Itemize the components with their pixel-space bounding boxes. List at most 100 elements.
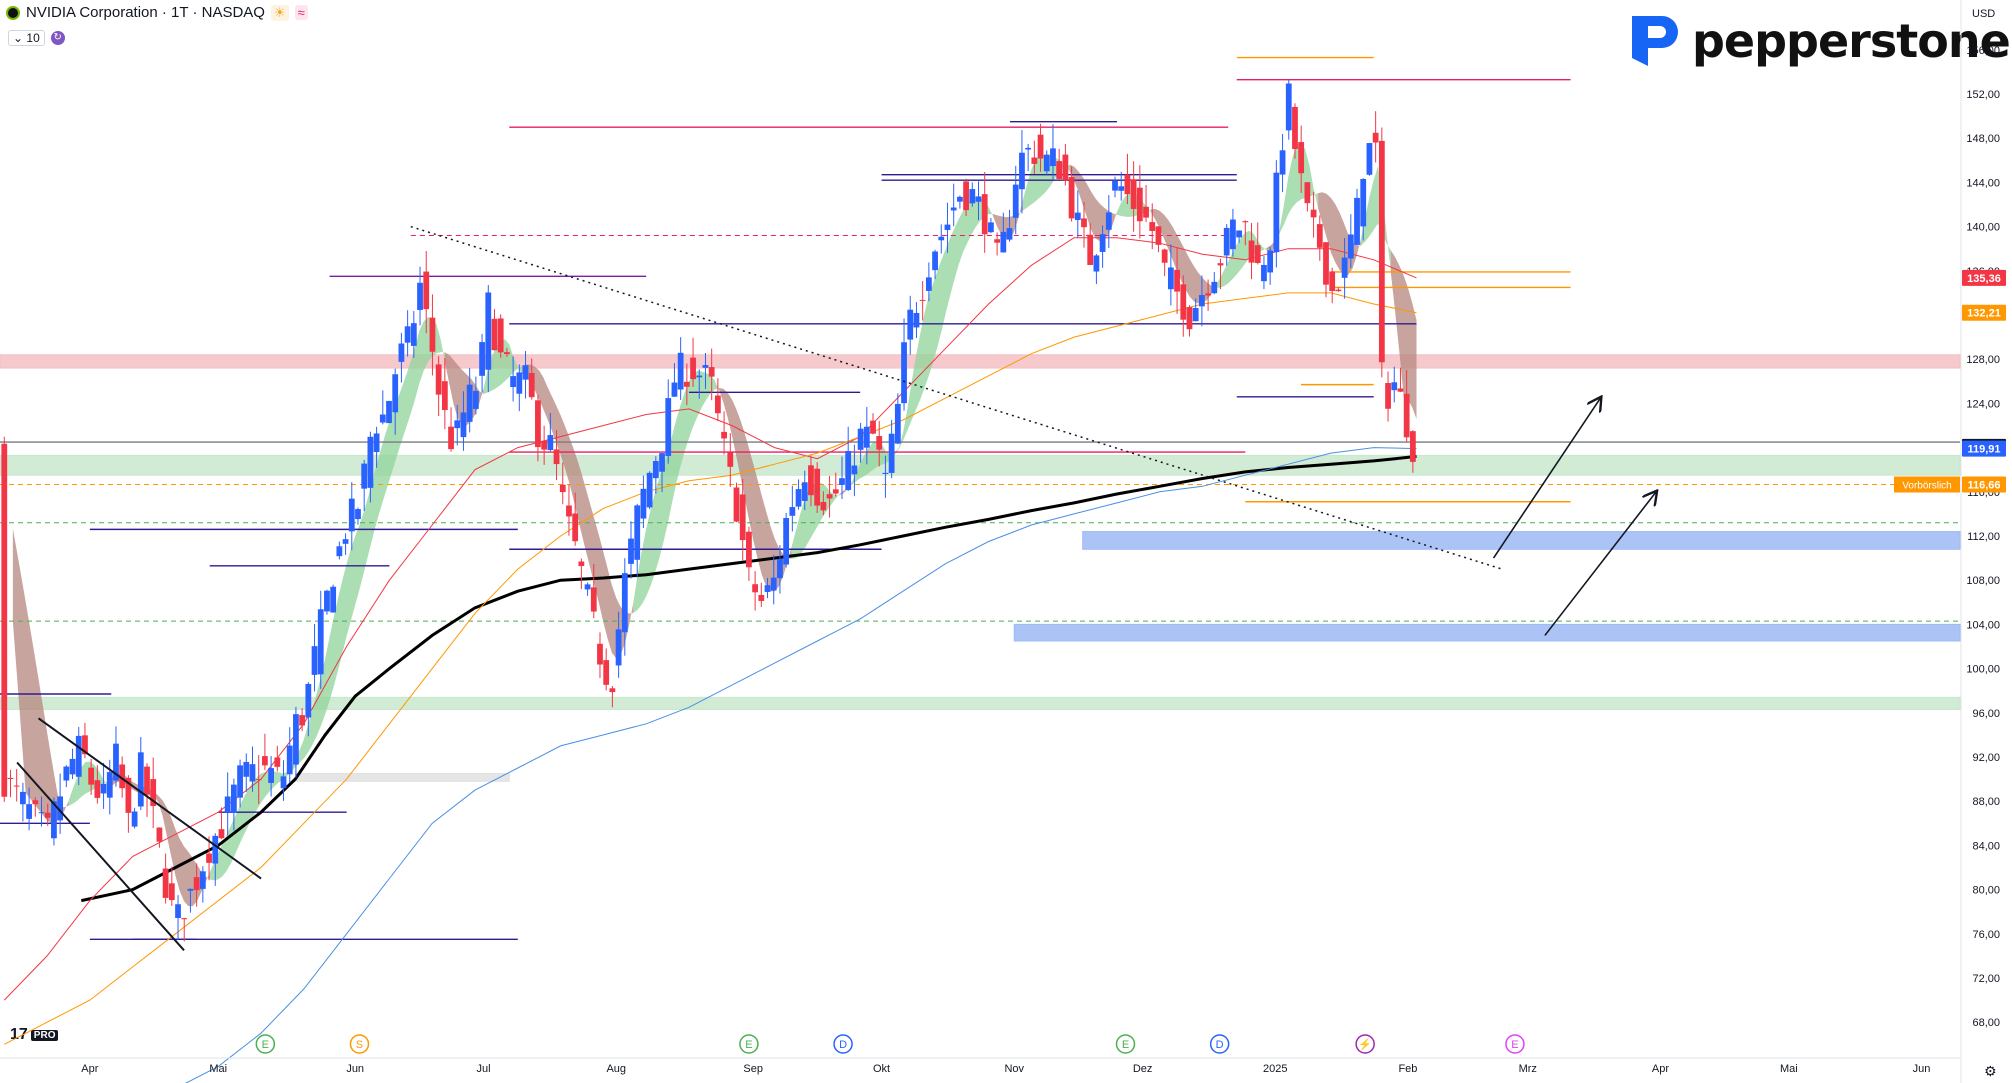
premarket-label-bg — [1894, 476, 1960, 493]
settings-gear-icon[interactable]: ⚙ — [1984, 1063, 1997, 1079]
candle-body — [553, 449, 560, 465]
candle-body — [634, 505, 641, 560]
candle-body — [497, 318, 504, 353]
candle-body — [975, 196, 982, 202]
candle-body — [336, 546, 343, 557]
candle-body — [324, 590, 330, 612]
candle-body — [1217, 263, 1224, 266]
time-tick-label: Jun — [1913, 1063, 1931, 1075]
candle-body — [1310, 209, 1317, 218]
candle-body — [38, 812, 45, 814]
candle-body — [485, 292, 492, 370]
candle-body — [1031, 157, 1038, 164]
price-tick-label: 68,00 — [1972, 1017, 2000, 1029]
candle-body — [1180, 284, 1187, 320]
ribbon-cloud-bullish — [209, 317, 446, 881]
candle-body — [758, 594, 765, 601]
price-tick-label: 152,00 — [1966, 89, 2000, 101]
indicator-bar: ⌄ 10 ↻ — [8, 30, 65, 46]
price-label-bg — [1962, 476, 2006, 493]
event-marker-letter: E — [1122, 1039, 1129, 1051]
candle-body — [907, 309, 914, 340]
candle-body — [988, 222, 994, 233]
event-marker-icon — [1505, 1034, 1525, 1054]
candle-body — [131, 811, 138, 827]
ribbon-cloud-bullish — [851, 196, 993, 485]
candle-body — [230, 784, 237, 813]
candle-body — [1304, 182, 1311, 204]
interval-value: 10 — [26, 31, 40, 45]
price-label-bg — [1962, 304, 2006, 321]
candle-body — [559, 484, 566, 493]
price-tick-label: 96,00 — [1972, 708, 2000, 720]
candle-body — [981, 194, 988, 235]
candle-body — [845, 450, 852, 490]
time-tick-label: Jul — [477, 1063, 491, 1075]
candle-body — [1093, 255, 1100, 272]
candle-body — [994, 239, 1001, 243]
candle-body — [1143, 206, 1149, 218]
candle-body — [274, 757, 281, 767]
candle-body — [857, 428, 864, 450]
candle-body — [808, 465, 814, 496]
candle-body — [1385, 383, 1391, 409]
candle-body — [1230, 219, 1236, 250]
candle-body — [63, 766, 70, 781]
time-tick-label: 2025 — [1263, 1063, 1287, 1075]
refresh-icon[interactable]: ↻ — [50, 31, 65, 45]
candle-body — [218, 829, 225, 839]
candle-body — [851, 465, 858, 475]
candle-body — [708, 367, 715, 377]
chart-header: NVIDIA Corporation · 1T · NASDAQ ☀ ≈ — [6, 4, 308, 21]
event-marker-icon — [1209, 1034, 1230, 1054]
candle-body — [541, 440, 548, 450]
wave-icon[interactable]: ≈ — [294, 5, 308, 20]
candle-body — [1161, 249, 1168, 263]
ribbon-cloud-bearish — [1390, 250, 1417, 420]
candle-body — [187, 888, 194, 891]
candle-body — [547, 435, 554, 451]
event-marker-icon — [1115, 1034, 1136, 1054]
ribbon-cloud-bullish — [633, 370, 719, 613]
candle-body — [137, 752, 144, 807]
event-marker-letter: E — [745, 1039, 752, 1051]
price-tick-label: 144,00 — [1966, 177, 2000, 189]
candle-body — [1279, 150, 1286, 175]
candle-body — [609, 688, 616, 693]
candle-body — [925, 277, 932, 291]
event-marker-letter: E — [262, 1039, 269, 1051]
price-label-bg — [1962, 269, 2006, 286]
candle-body — [535, 400, 541, 448]
candle-body — [746, 531, 752, 568]
candle-body — [199, 871, 206, 889]
candle-body — [1124, 174, 1131, 195]
candle-body — [237, 765, 243, 798]
candle-body — [963, 181, 969, 211]
candle-body — [398, 343, 405, 362]
candle-body — [1236, 230, 1243, 238]
candle-body — [839, 478, 845, 485]
candle-body — [1, 443, 8, 797]
candle-body — [448, 426, 454, 450]
event-marker-icon — [739, 1034, 759, 1054]
sun-icon[interactable]: ☀ — [270, 4, 289, 21]
candle-body — [1050, 148, 1056, 167]
candle-body — [1205, 293, 1211, 296]
ribbon-cloud-bearish — [992, 200, 1023, 240]
candle-body — [106, 772, 113, 798]
price-label-bg — [1962, 440, 2006, 457]
candle-body — [51, 801, 57, 839]
candle-body — [863, 426, 870, 448]
time-tick-label: Dez — [1133, 1063, 1153, 1075]
price-tick-label: 72,00 — [1972, 973, 2000, 985]
interval-dropdown[interactable]: ⌄ 10 — [8, 30, 45, 46]
candle-body — [603, 660, 610, 685]
symbol-title[interactable]: NVIDIA Corporation · 1T · NASDAQ — [26, 4, 265, 21]
price-tick-label: 92,00 — [1972, 752, 2000, 764]
currency-label[interactable]: USD — [1972, 8, 1996, 20]
candle-body — [466, 384, 473, 422]
candle-body — [212, 835, 219, 864]
time-tick-label: Mai — [1780, 1063, 1798, 1075]
candle-body — [1261, 264, 1267, 282]
